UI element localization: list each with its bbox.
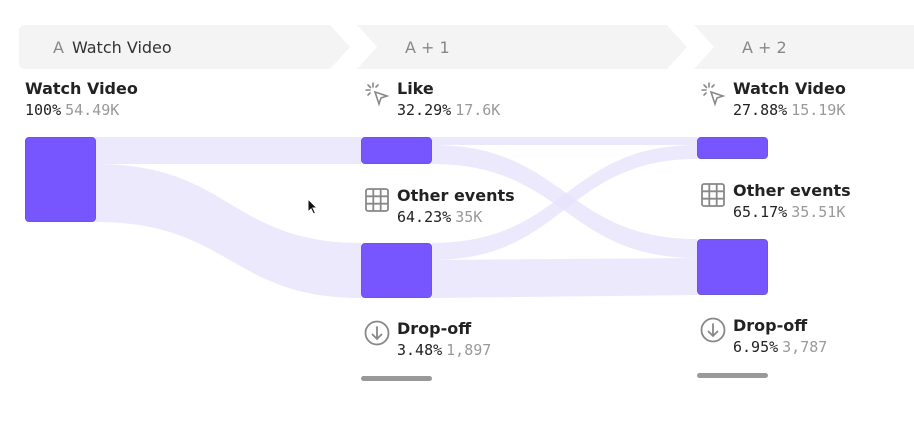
- node-name: Drop-off: [733, 316, 808, 335]
- node-label-drop-off-a1: Drop-off 3.48% 1,897: [397, 319, 491, 361]
- node-count: 35K: [455, 208, 483, 226]
- node-count: 17.6K: [455, 101, 501, 119]
- node-name: Like: [397, 79, 434, 98]
- node-like[interactable]: [361, 137, 432, 164]
- step-header-a1[interactable]: A + 1: [357, 25, 687, 69]
- node-percent: 100%: [25, 101, 62, 119]
- step-prefix: A: [53, 37, 64, 57]
- step-header-a2[interactable]: A + 2: [694, 25, 914, 69]
- node-other-events-a1[interactable]: [361, 243, 432, 298]
- node-name: Other events: [397, 186, 515, 205]
- node-count: 54.49K: [65, 101, 120, 119]
- click-cursor-icon: [365, 82, 390, 107]
- node-other-events-a2[interactable]: [697, 239, 768, 295]
- node-label-watch-video-a: Watch Video 100% 54.49K: [25, 79, 138, 121]
- node-label-other-events-a1: Other events 64.23% 35K: [397, 186, 515, 228]
- dropoff-bar-a1[interactable]: [361, 376, 432, 381]
- node-count: 3,787: [782, 338, 828, 356]
- step-label: A + 1: [405, 37, 450, 57]
- node-label-like: Like 32.29% 17.6K: [397, 79, 500, 121]
- node-count: 1,897: [446, 341, 492, 359]
- node-label-drop-off-a2: Drop-off 6.95% 3,787: [733, 316, 827, 358]
- flow-like-to-watch[interactable]: [432, 137, 697, 145]
- flow-watch-to-other[interactable]: [96, 164, 361, 298]
- node-percent: 27.88%: [733, 101, 788, 119]
- node-watch-video-a2[interactable]: [697, 137, 768, 159]
- grid-icon: [365, 188, 389, 212]
- node-name: Watch Video: [25, 79, 138, 98]
- step-label: Watch Video: [71, 37, 172, 57]
- node-percent: 3.48%: [397, 341, 443, 359]
- node-label-watch-video-a2: Watch Video 27.88% 15.19K: [733, 79, 846, 121]
- node-label-other-events-a2: Other events 65.17% 35.51K: [733, 181, 851, 223]
- node-percent: 6.95%: [733, 338, 779, 356]
- arrow-down-circle-icon: [364, 320, 390, 346]
- arrow-down-circle-icon: [700, 317, 726, 343]
- node-count: 35.51K: [791, 203, 846, 221]
- node-percent: 32.29%: [397, 101, 452, 119]
- node-name: Watch Video: [733, 79, 846, 98]
- grid-icon: [701, 183, 725, 207]
- dropoff-bar-a2[interactable]: [697, 373, 768, 378]
- flow-watch-to-like[interactable]: [96, 137, 361, 164]
- node-name: Drop-off: [397, 319, 472, 338]
- node-watch-video-a[interactable]: [25, 137, 96, 222]
- node-name: Other events: [733, 181, 851, 200]
- click-cursor-icon: [701, 82, 726, 107]
- node-percent: 65.17%: [733, 203, 788, 221]
- node-count: 15.19K: [791, 101, 846, 119]
- step-label: A + 2: [742, 37, 787, 57]
- mouse-pointer-icon: [307, 198, 319, 215]
- flow-other-to-watch[interactable]: [432, 145, 697, 260]
- flow-other-to-other[interactable]: [432, 258, 697, 298]
- step-header-a[interactable]: A Watch Video: [19, 25, 350, 69]
- node-percent: 64.23%: [397, 208, 452, 226]
